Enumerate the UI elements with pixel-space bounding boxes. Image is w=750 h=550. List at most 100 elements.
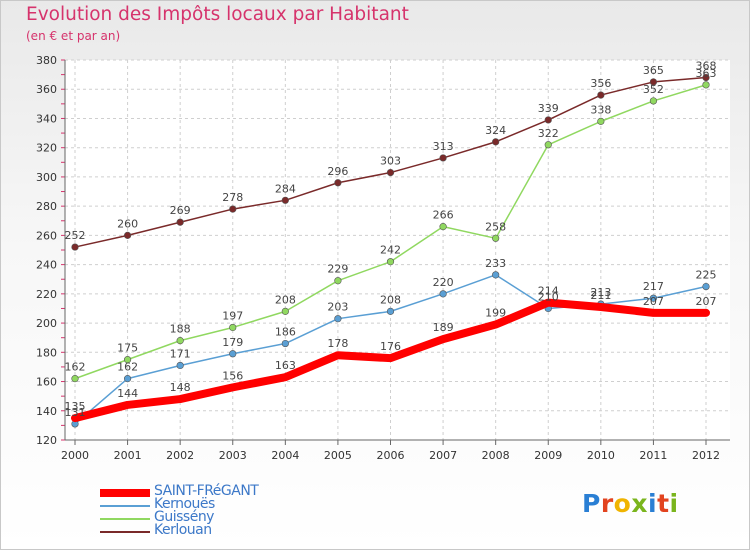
data-point-2 (597, 117, 605, 125)
data-label-3: 284 (275, 182, 296, 195)
data-point-2 (229, 323, 237, 332)
data-point-3 (334, 179, 342, 187)
data-point-1 (334, 315, 342, 323)
data-point-3 (176, 218, 184, 226)
data-label-3: 278 (222, 191, 243, 204)
data-label-2: 188 (170, 323, 191, 336)
data-label-1: 131 (65, 406, 86, 419)
data-label-0: 176 (380, 340, 401, 353)
legend-swatch (100, 505, 150, 507)
data-label-0: 156 (222, 369, 243, 382)
x-tick-label: 2005 (324, 449, 352, 462)
data-label-2: 338 (590, 103, 611, 116)
logo-letter: x (631, 489, 648, 518)
data-label-3: 269 (170, 204, 191, 217)
data-label-1: 220 (433, 276, 454, 289)
data-label-1: 171 (170, 347, 191, 360)
data-label-0: 189 (433, 321, 454, 334)
data-label-2: 322 (538, 127, 559, 140)
data-point-3 (544, 116, 552, 124)
y-tick-label: 140 (36, 405, 57, 418)
data-label-2: 208 (275, 293, 296, 306)
legend-label: SAINT-FRéGANT (154, 483, 259, 499)
data-point-3 (439, 154, 447, 162)
data-label-1: 186 (275, 326, 296, 339)
x-tick-label: 2001 (114, 449, 142, 462)
x-tick-label: 2002 (166, 449, 194, 462)
logo-letter: i (648, 489, 658, 518)
x-tick-label: 2004 (271, 449, 299, 462)
chart-title: Evolution des Impôts locaux par Habitant (26, 4, 409, 25)
data-label-1: 208 (380, 293, 401, 306)
data-label-0: 135 (65, 400, 86, 413)
data-label-2: 197 (222, 309, 243, 322)
proxiti-logo: Proxiti (582, 489, 679, 518)
y-tick-label: 360 (36, 83, 57, 96)
data-label-0: 214 (538, 285, 559, 298)
data-point-2 (176, 337, 184, 345)
data-label-1: 217 (643, 280, 664, 293)
x-tick-label: 2009 (534, 449, 562, 462)
y-tick-label: 220 (36, 288, 57, 301)
legend-swatch (100, 531, 150, 533)
y-tick-label: 260 (36, 229, 57, 242)
data-point-1 (702, 282, 710, 291)
data-label-0: 199 (485, 307, 506, 320)
data-label-0: 207 (643, 295, 664, 308)
data-point-2 (439, 223, 447, 231)
y-tick-label: 340 (36, 112, 57, 125)
data-point-2 (334, 277, 342, 285)
data-point-2 (544, 141, 552, 149)
y-tick-label: 280 (36, 200, 57, 213)
data-point-1 (229, 350, 237, 358)
data-point-3 (492, 138, 500, 146)
x-tick-label: 2012 (692, 449, 720, 462)
logo-letter: o (613, 489, 632, 518)
data-label-0: 163 (275, 359, 296, 372)
series-line-0 (71, 298, 710, 423)
data-label-0: 211 (590, 289, 611, 302)
x-tick-label: 2000 (61, 449, 89, 462)
data-point-1 (492, 271, 500, 279)
logo-letter: r (600, 489, 614, 518)
x-tick-label: 2011 (639, 449, 667, 462)
data-label-3: 365 (643, 64, 664, 77)
legend-swatch (100, 518, 150, 520)
data-label-3: 324 (485, 124, 506, 137)
data-label-3: 252 (65, 229, 86, 242)
data-point-2 (123, 356, 132, 364)
data-point-2 (71, 375, 79, 383)
data-point-1 (439, 290, 447, 298)
y-tick-label: 120 (36, 434, 57, 447)
data-label-1: 233 (485, 257, 506, 270)
logo-letter: P (582, 489, 601, 518)
legend-label: Kernouës (154, 496, 215, 512)
data-point-2 (649, 97, 658, 105)
data-label-0: 144 (117, 387, 138, 400)
data-point-3 (123, 231, 132, 239)
data-label-0: 178 (327, 337, 348, 350)
data-label-2: 175 (117, 342, 138, 355)
data-label-2: 162 (65, 361, 86, 374)
data-label-1: 203 (327, 301, 348, 314)
data-label-1: 213 (590, 286, 611, 299)
data-label-3: 303 (380, 155, 401, 168)
legend-label: Kerlouan (154, 522, 212, 538)
data-label-3: 339 (538, 102, 559, 115)
legend-swatch (100, 489, 150, 497)
data-point-3 (281, 196, 289, 204)
data-label-3: 296 (327, 165, 348, 178)
x-tick-label: 2003 (219, 449, 247, 462)
y-tick-label: 200 (36, 317, 57, 330)
data-point-2 (702, 81, 710, 89)
data-point-1 (123, 375, 132, 383)
data-point-3 (649, 78, 658, 86)
data-label-3: 313 (433, 140, 454, 153)
data-point-3 (229, 205, 237, 213)
y-tick-label: 240 (36, 259, 57, 272)
data-label-0: 207 (696, 295, 717, 308)
data-point-2 (386, 258, 395, 266)
data-label-1: 210 (538, 290, 559, 303)
plot-area (65, 60, 730, 440)
